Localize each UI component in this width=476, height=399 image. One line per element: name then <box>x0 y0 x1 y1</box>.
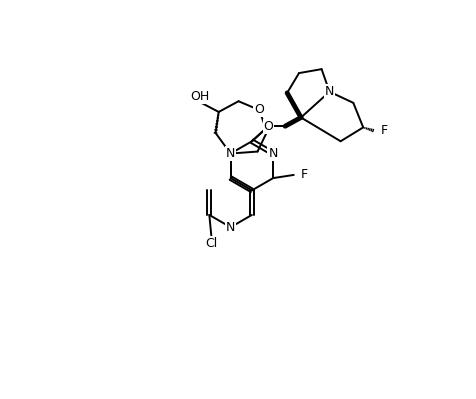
Text: N: N <box>226 147 235 160</box>
Text: OH: OH <box>190 90 210 103</box>
Text: F: F <box>301 168 308 182</box>
Text: O: O <box>264 120 273 133</box>
Text: N: N <box>226 147 235 160</box>
Text: Cl: Cl <box>205 237 218 250</box>
Text: N: N <box>268 147 278 160</box>
Text: N: N <box>226 221 235 234</box>
Text: N: N <box>226 221 235 234</box>
Text: O: O <box>254 103 264 117</box>
Text: O: O <box>264 120 273 133</box>
Text: N: N <box>325 85 334 98</box>
Text: N: N <box>268 147 278 160</box>
Text: F: F <box>381 124 388 137</box>
Text: F: F <box>301 168 308 182</box>
Text: O: O <box>254 103 264 117</box>
Text: Cl: Cl <box>205 237 218 250</box>
Text: F: F <box>381 124 388 137</box>
Text: N: N <box>226 147 235 160</box>
Text: OH: OH <box>190 90 210 103</box>
Text: N: N <box>325 85 334 98</box>
